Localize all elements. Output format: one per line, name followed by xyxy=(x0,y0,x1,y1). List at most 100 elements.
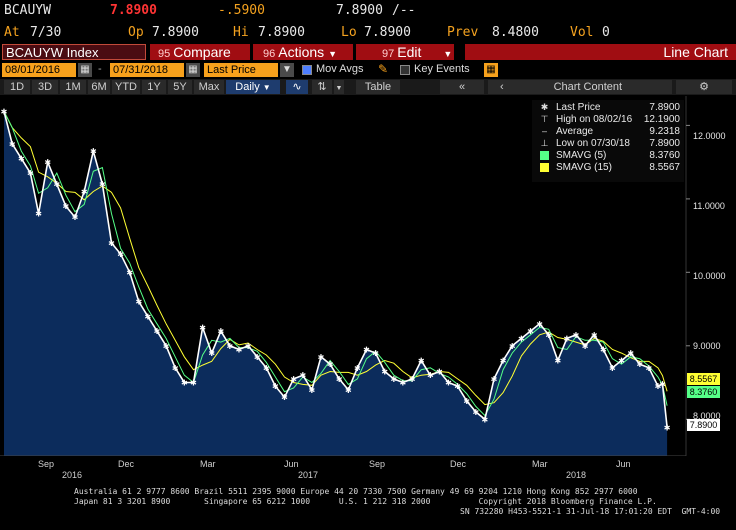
ticker: BCAUYW xyxy=(4,3,51,18)
high-value: 7.8900 xyxy=(258,25,305,40)
chart-type-title[interactable]: Line Chart xyxy=(465,44,736,60)
calendar-icon[interactable]: ▦ xyxy=(78,63,92,77)
frequency-select[interactable]: Daily ▼ xyxy=(226,80,280,94)
period-6m[interactable]: 6M xyxy=(88,80,110,94)
price-marker: ✱ xyxy=(53,180,60,189)
price-marker: ✱ xyxy=(63,202,70,211)
footer-contacts-1: Australia 61 2 9777 8600 Brazil 5511 239… xyxy=(74,487,638,496)
chevron-down-icon: ▼ xyxy=(328,49,338,59)
chart-content-button[interactable]: ‹ Chart Content xyxy=(488,80,672,94)
edit-hotkey: 97 xyxy=(382,48,395,60)
price-marker: ✱ xyxy=(336,375,343,384)
x-year-label: 2016 xyxy=(62,470,83,480)
price-marker: ✱ xyxy=(527,327,534,336)
price-marker: ✱ xyxy=(72,213,79,222)
smavg15-tag: 8.5567 xyxy=(687,373,720,385)
period-1m[interactable]: 1M xyxy=(60,80,86,94)
legend-low: ⊥ Low on 07/30/18 7.8900 xyxy=(536,138,682,150)
price-marker: ✱ xyxy=(90,147,97,156)
price-marker: ✱ xyxy=(345,386,352,395)
price-marker: ✱ xyxy=(35,210,42,219)
legend-value: 9.2318 xyxy=(649,126,680,137)
price-marker: ✱ xyxy=(472,408,479,417)
y-tick-label: 8.0000 xyxy=(693,411,721,421)
chevron-down-icon[interactable]: ▼ xyxy=(280,63,294,77)
price-marker: ✱ xyxy=(135,298,142,307)
price-marker: ✱ xyxy=(263,364,270,373)
x-month-label: Jun xyxy=(616,459,631,469)
table-button[interactable]: Table xyxy=(356,80,400,94)
price-marker: ✱ xyxy=(199,323,206,332)
price-marker: ✱ xyxy=(190,379,197,388)
chart-legend[interactable]: ✱ Last Price 7.8900 ⊤ High on 08/02/16 12.19… xyxy=(532,100,684,182)
line-chart-icon[interactable]: ∿ xyxy=(286,80,308,94)
x-month-label: Sep xyxy=(369,459,386,469)
legend-value: 12.1900 xyxy=(643,114,680,125)
at-label: At xyxy=(4,25,20,40)
low-value: 7.8900 xyxy=(364,25,411,40)
x-month-label: Dec xyxy=(450,459,467,469)
field-select[interactable]: Last Price xyxy=(204,63,278,77)
period-1y[interactable]: 1Y xyxy=(142,80,166,94)
price-marker: ✱ xyxy=(491,375,498,384)
price-marker: ✱ xyxy=(299,371,306,380)
price-marker: ✱ xyxy=(618,357,625,366)
bar-chart-icon[interactable]: ⇅ xyxy=(312,80,332,94)
pencil-icon[interactable]: ✎ xyxy=(378,62,389,76)
price-marker: ✱ xyxy=(44,158,51,167)
gear-icon[interactable]: ⚙ xyxy=(676,80,732,94)
period-5y[interactable]: 5Y xyxy=(168,80,192,94)
price-marker: ✱ xyxy=(254,353,261,362)
prev-label: Prev xyxy=(447,25,479,40)
start-date-field[interactable]: 08/01/2016 xyxy=(2,63,76,77)
actions-button[interactable]: 96 Actions ▼ xyxy=(253,44,353,60)
collapse-left-icon[interactable]: « xyxy=(440,80,484,94)
edit-label: Edit xyxy=(397,44,422,60)
price-marker: ✱ xyxy=(208,349,215,358)
mov-avgs-checkbox[interactable] xyxy=(302,65,312,75)
y-tick-label: 10.0000 xyxy=(693,271,726,281)
price-marker: ✱ xyxy=(108,239,115,248)
last-price-line xyxy=(3,111,668,428)
high-label: Hi xyxy=(233,25,249,40)
legend-label: SMAVG (15) xyxy=(556,162,612,173)
price-marker: ✱ xyxy=(564,334,571,343)
price-marker: ✱ xyxy=(1,107,8,116)
period-ytd[interactable]: YTD xyxy=(112,80,140,94)
end-date-field[interactable]: 07/31/2018 xyxy=(110,63,184,77)
chevron-down-icon[interactable]: ▼ xyxy=(334,80,344,94)
price-marker: ✱ xyxy=(573,331,580,340)
menu-bar: BCAUYW Index 95 Compare 96 Actions ▼ 97 Edit… xyxy=(0,43,736,61)
legend-label: Last Price xyxy=(556,102,601,113)
price-marker: ✱ xyxy=(664,423,671,432)
price-marker: ✱ xyxy=(81,188,88,197)
period-max[interactable]: Max xyxy=(194,80,224,94)
at-value: 7/30 xyxy=(30,25,62,40)
key-events-settings-icon[interactable]: ▦ xyxy=(484,63,498,77)
calendar-icon[interactable]: ▦ xyxy=(186,63,200,77)
swatch-icon xyxy=(540,163,549,172)
period-3d[interactable]: 3D xyxy=(32,80,58,94)
key-events-checkbox[interactable] xyxy=(400,65,410,75)
edit-button[interactable]: 97 Edit ▼ xyxy=(356,44,454,60)
price-marker: ✱ xyxy=(245,342,252,351)
x-year-label: 2018 xyxy=(566,470,587,480)
x-month-label: Sep xyxy=(38,459,55,469)
price-marker: ✱ xyxy=(117,250,124,259)
period-1d[interactable]: 1D xyxy=(4,80,30,94)
price-marker: ✱ xyxy=(372,349,379,358)
price-marker: ✱ xyxy=(600,346,607,355)
security-input[interactable]: BCAUYW Index xyxy=(2,44,146,60)
chart-content-label: Chart Content xyxy=(553,81,623,93)
price-marker: ✱ xyxy=(518,334,525,343)
price-marker: ✱ xyxy=(154,327,161,336)
chart-toolbar: 1D 3D 1M 6M YTD 1Y 5Y Max Daily ▼ ∿ ⇅ ▼ … xyxy=(0,79,736,95)
legend-smavg15: SMAVG (15) 8.5567 xyxy=(536,162,682,174)
compare-button[interactable]: 95 Compare xyxy=(150,44,250,60)
price-marker: ✱ xyxy=(427,371,434,380)
quote-header-row: BCAUYW 7.8900 -.5900 7.8900 /-- xyxy=(0,0,736,20)
chevron-down-icon: ▼ xyxy=(443,49,453,59)
frequency-label: Daily xyxy=(235,81,260,93)
legend-label: SMAVG (5) xyxy=(556,150,607,161)
x-month-label: Jun xyxy=(284,459,299,469)
